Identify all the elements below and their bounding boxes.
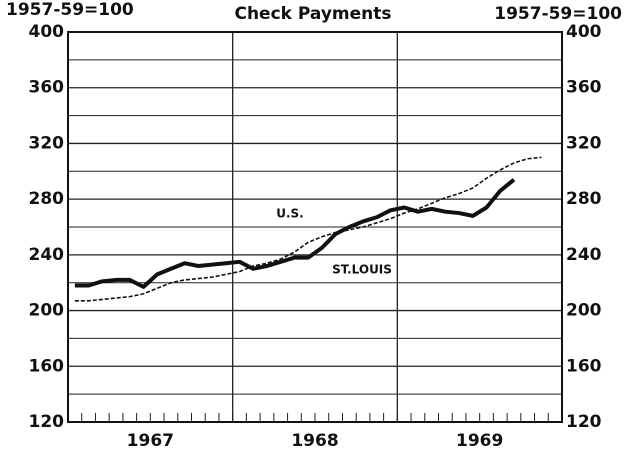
y-tick-label: 400 — [29, 22, 65, 42]
x-tick-label: 1969 — [456, 431, 503, 451]
y-tick-label: 160 — [29, 356, 65, 376]
y-tick-label: 120 — [566, 412, 602, 432]
y-tick-label: 240 — [29, 245, 65, 265]
series-line — [74, 156, 542, 302]
y-tick-label: 240 — [566, 245, 602, 265]
y-tick-label: 280 — [566, 189, 602, 209]
x-tick-label: 1968 — [291, 431, 338, 451]
y-tick-label: 400 — [566, 22, 602, 42]
y-axis-label-left: 1957-59=100 — [6, 0, 134, 20]
y-tick-label: 120 — [29, 412, 65, 432]
y-tick-label: 200 — [29, 301, 65, 321]
y-tick-label: 320 — [29, 133, 65, 153]
y-axis-label-right: 1957-59=100 — [494, 4, 622, 24]
y-tick-label: 280 — [29, 189, 65, 209]
chart-title: Check Payments — [234, 4, 391, 24]
y-tick-label: 200 — [566, 301, 602, 321]
series-line — [74, 178, 516, 289]
y-tick-label: 360 — [566, 78, 602, 98]
series-label: ST.LOUIS — [332, 263, 392, 277]
series-label: U.S. — [276, 207, 304, 221]
plot-frame — [67, 31, 563, 423]
y-tick-label: 160 — [566, 356, 602, 376]
y-tick-label: 320 — [566, 133, 602, 153]
x-tick-label: 1967 — [127, 431, 174, 451]
y-tick-label: 360 — [29, 78, 65, 98]
